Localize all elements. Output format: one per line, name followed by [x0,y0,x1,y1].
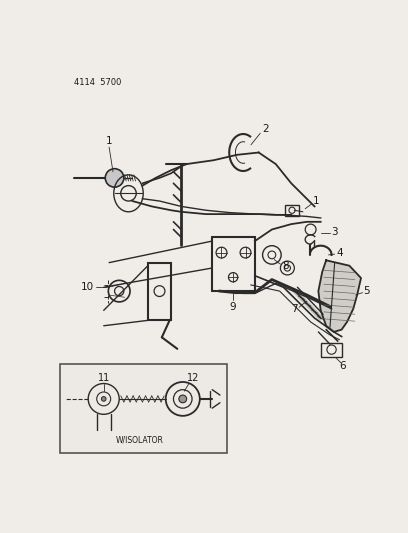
Bar [148,263,171,320]
Text: 4: 4 [336,248,343,257]
Bar [321,343,342,357]
Text: 4114  5700: 4114 5700 [74,78,122,87]
Text: 6: 6 [339,361,346,371]
Text: 8: 8 [282,261,288,271]
Text: 7: 7 [291,304,297,314]
Text: 12: 12 [186,373,199,383]
Text: 1: 1 [106,136,113,146]
Text: 1: 1 [313,196,319,206]
Text: W/ISOLATOR: W/ISOLATOR [116,435,164,444]
Circle shape [179,395,186,403]
Text: 5: 5 [364,286,370,296]
Text: 10: 10 [80,282,93,292]
Bar [60,364,227,453]
Text: 11: 11 [98,373,110,383]
Text: 2: 2 [262,124,268,134]
Text: 9: 9 [230,302,237,311]
Circle shape [101,397,106,401]
Bar [285,205,299,216]
Circle shape [105,168,124,187]
Text: 3: 3 [332,227,338,237]
Polygon shape [318,260,361,332]
